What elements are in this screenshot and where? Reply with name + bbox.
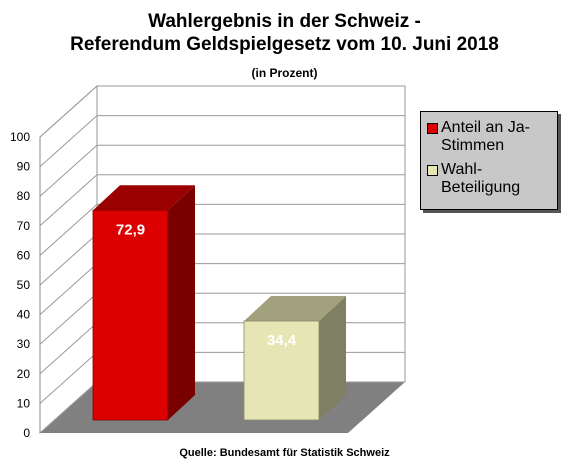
data-label-0: 72,9 [116,221,145,238]
y-tick-label: 20 [17,367,31,381]
source-note: Quelle: Bundesamt für Statistik Schweiz [179,447,390,459]
y-tick-label: 60 [17,248,31,262]
legend-label-wahlbeteiligung: Wahl- Beteiligung [441,161,521,196]
bar-side-1 [319,296,346,420]
data-label-1: 34,4 [267,332,297,349]
legend-label-ja-stimmen: Anteil an Ja- Stimmen [441,119,530,154]
bar-front-0 [92,209,169,421]
gridline-side [39,381,98,434]
bar-side-0 [168,185,195,420]
gridline-side [39,322,98,375]
legend: Anteil an Ja- Stimmen Wahl- Beteiligung [420,111,558,210]
y-tick-label: 0 [23,426,30,440]
gridline-side [39,144,98,197]
y-tick-label: 10 [17,396,31,410]
gridline-side [39,174,98,227]
legend-swatch-ja-stimmen [427,123,438,134]
y-tick-label: 80 [17,189,31,203]
chart-subtitle: Referendum Geldspielgesetz vom 10. Juni … [70,34,499,55]
unit-note: (in Prozent) [251,66,318,80]
gridline-side [39,204,98,256]
y-tick-label: 40 [17,308,31,322]
y-tick-label: 30 [17,337,31,351]
bar-top-0 [93,185,195,211]
bar-top-1 [244,296,346,322]
y-tick-label: 50 [17,278,31,292]
gridline-side [39,115,98,167]
gridline-side [39,292,98,345]
y-tick-label: 90 [17,160,31,174]
bar-front-1 [243,320,320,421]
gridline-side [39,352,98,404]
gridline-side [39,85,98,138]
gridline-side [39,263,98,315]
y-tick-label: 70 [17,219,31,233]
y-tick-label: 100 [10,130,30,144]
legend-swatch-wahlbeteiligung [427,165,438,176]
gridline-side [39,233,98,286]
chart-title: Wahlergebnis in der Schweiz - [148,11,421,32]
